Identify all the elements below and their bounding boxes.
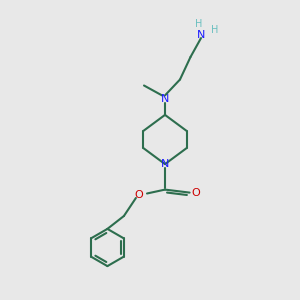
- Text: N: N: [161, 159, 169, 169]
- Text: O: O: [192, 188, 201, 198]
- Text: N: N: [161, 94, 169, 104]
- Text: N: N: [197, 29, 205, 40]
- Text: O: O: [134, 190, 143, 200]
- Text: H: H: [211, 25, 218, 35]
- Text: H: H: [195, 19, 202, 29]
